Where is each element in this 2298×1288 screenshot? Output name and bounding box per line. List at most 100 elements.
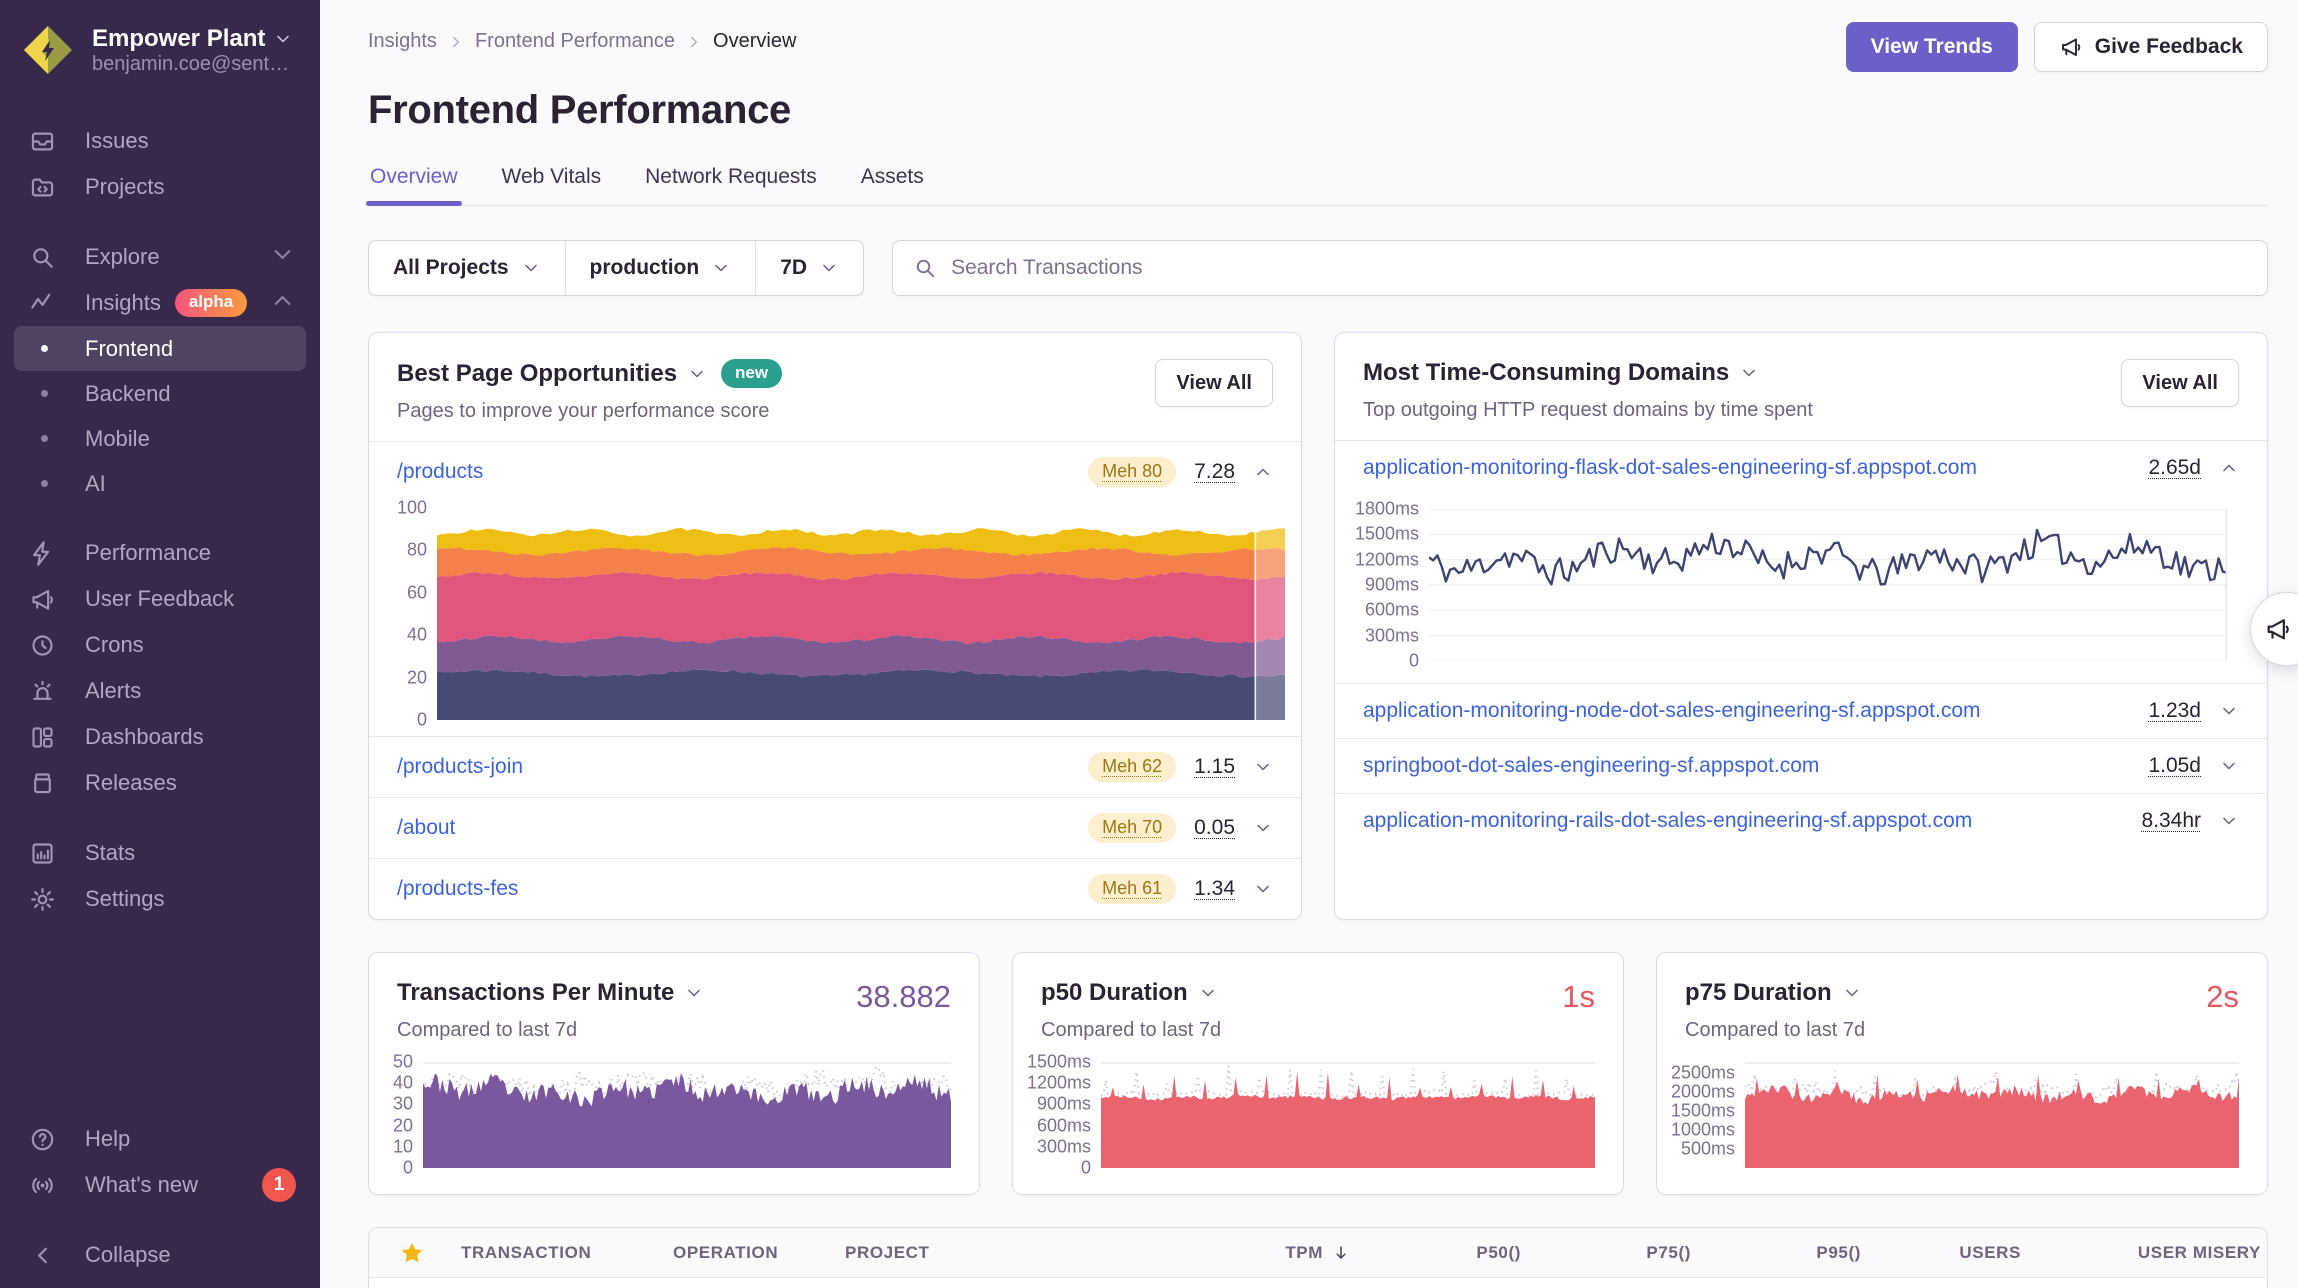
time-spent-value[interactable]: 2.65d — [2148, 456, 2201, 479]
domain-row: springboot-dot-sales-engineering-sf.apps… — [1335, 738, 2267, 793]
tab-assets[interactable]: Assets — [860, 165, 924, 188]
domain-link[interactable]: application-monitoring-flask-dot-sales-e… — [1363, 456, 1977, 479]
sidebar-item-crons[interactable]: Crons — [0, 622, 320, 668]
sidebar-item-frontend[interactable]: Frontend — [14, 326, 306, 371]
p75-value: 2s — [2206, 979, 2239, 1014]
sidebar-item-settings[interactable]: Settings — [0, 876, 320, 922]
collapse-row-button[interactable] — [1253, 462, 1273, 482]
sidebar-item-releases[interactable]: Releases — [0, 760, 320, 806]
page-row: /products Meh 80 7.28 — [369, 441, 1301, 502]
sidebar-item-issues[interactable]: Issues — [0, 118, 320, 164]
date-range-filter[interactable]: 7D — [756, 241, 863, 295]
p50-value: 1s — [1562, 979, 1595, 1014]
column-header-project[interactable]: PROJECT — [845, 1242, 930, 1262]
time-spent-value[interactable]: 8.34hr — [2141, 809, 2201, 832]
domain-link[interactable]: springboot-dot-sales-engineering-sf.apps… — [1363, 754, 1820, 777]
project-filter[interactable]: All Projects — [369, 241, 566, 295]
main-content: Insights Frontend Performance Overview V… — [320, 0, 2298, 1288]
expand-row-button[interactable] — [1253, 879, 1273, 899]
chevron-down-icon[interactable] — [1198, 983, 1218, 1003]
domain-link[interactable]: application-monitoring-node-dot-sales-en… — [1363, 699, 1981, 722]
chevron-down-icon[interactable] — [684, 983, 704, 1003]
view-all-button[interactable]: View All — [2121, 359, 2239, 407]
sidebar-item-mobile[interactable]: Mobile — [14, 416, 306, 461]
column-header-transaction[interactable]: TRANSACTION — [461, 1242, 592, 1262]
time-consuming-domains-card: Most Time-Consuming Domains Top outgoing… — [1334, 332, 2268, 920]
sidebar-item-insights[interactable]: Insights alpha — [0, 280, 320, 326]
score-badge[interactable]: Meh 61 — [1088, 874, 1177, 904]
chevron-up-icon — [269, 287, 296, 320]
card-title: p50 Duration — [1041, 979, 1188, 1006]
megaphone-icon — [27, 584, 57, 614]
opportunity-value[interactable]: 1.34 — [1194, 877, 1235, 900]
sidebar-item-projects[interactable]: Projects — [0, 164, 320, 210]
sidebar-item-alerts[interactable]: Alerts — [0, 668, 320, 714]
score-badge[interactable]: Meh 70 — [1088, 813, 1177, 843]
opportunity-value[interactable]: 0.05 — [1194, 816, 1235, 839]
expand-row-button[interactable] — [1253, 757, 1273, 777]
column-header-tpm[interactable]: TPM — [1187, 1243, 1357, 1263]
domain-row: application-monitoring-flask-dot-sales-e… — [1335, 440, 2267, 495]
chevron-down-icon[interactable] — [1739, 363, 1759, 383]
breadcrumb-overview[interactable]: Overview — [713, 30, 797, 52]
column-header-operation[interactable]: OPERATION — [673, 1242, 779, 1262]
card-subtitle: Pages to improve your performance score — [397, 400, 770, 422]
score-badge[interactable]: Meh 62 — [1088, 752, 1177, 782]
card-subtitle: Compared to last 7d — [1685, 1019, 1866, 1041]
sidebar-item-backend[interactable]: Backend — [14, 371, 306, 416]
sidebar-item-explore[interactable]: Explore — [0, 234, 320, 280]
score-badge[interactable]: Meh 80 — [1088, 457, 1177, 487]
time-spent-value[interactable]: 1.05d — [2148, 754, 2201, 777]
give-feedback-button[interactable]: Give Feedback — [2033, 22, 2268, 72]
star-icon[interactable] — [399, 1240, 425, 1266]
column-header-p50[interactable]: P50() — [1476, 1242, 1521, 1262]
collapse-row-button[interactable] — [2219, 458, 2239, 478]
column-header-users[interactable]: USERS — [1959, 1242, 2021, 1262]
breadcrumb: Insights Frontend Performance Overview — [368, 22, 796, 53]
org-switcher[interactable]: Empower Plant benjamin.coe@sent… — [0, 16, 320, 88]
column-header-p75[interactable]: P75() — [1646, 1242, 1691, 1262]
dashboards-icon — [27, 722, 57, 752]
domain-link[interactable]: application-monitoring-rails-dot-sales-e… — [1363, 809, 1973, 832]
page-link[interactable]: /about — [397, 816, 456, 839]
card-title: Most Time-Consuming Domains — [1363, 359, 1730, 386]
page-filter-bar: All Projects production 7D — [368, 240, 865, 296]
environment-filter[interactable]: production — [566, 241, 757, 295]
sidebar-item-performance[interactable]: Performance — [0, 530, 320, 576]
expand-row-button[interactable] — [2219, 811, 2239, 831]
expand-row-button[interactable] — [2219, 756, 2239, 776]
opportunity-value[interactable]: 1.15 — [1194, 755, 1235, 778]
page-link[interactable]: /products — [397, 460, 484, 483]
time-spent-value[interactable]: 1.23d — [2148, 699, 2201, 722]
sidebar-item-user-feedback[interactable]: User Feedback — [0, 576, 320, 622]
sidebar-item-whats-new[interactable]: What's new 1 — [0, 1162, 320, 1208]
view-all-button[interactable]: View All — [1155, 359, 1273, 407]
sidebar-item-help[interactable]: Help — [0, 1116, 320, 1162]
expand-row-button[interactable] — [2219, 701, 2239, 721]
breadcrumb-insights[interactable]: Insights — [368, 30, 437, 52]
column-header-p95[interactable]: P95() — [1816, 1242, 1861, 1262]
tab-web-vitals[interactable]: Web Vitals — [501, 165, 602, 188]
page-link[interactable]: /products-fes — [397, 877, 519, 900]
sidebar-collapse-button[interactable]: Collapse — [0, 1232, 320, 1278]
tab-network-requests[interactable]: Network Requests — [645, 165, 817, 188]
sidebar: Empower Plant benjamin.coe@sent… Issues … — [0, 0, 320, 1288]
sidebar-item-ai[interactable]: AI — [14, 461, 306, 506]
sidebar-item-dashboards[interactable]: Dashboards — [0, 714, 320, 760]
breadcrumb-frontend-performance[interactable]: Frontend Performance — [474, 30, 676, 52]
page-link[interactable]: /products-join — [397, 755, 524, 778]
chevron-down-icon[interactable] — [687, 364, 707, 384]
chevron-down-icon — [273, 29, 293, 49]
page-row: /products-join Meh 62 1.15 — [369, 736, 1301, 797]
sidebar-item-stats[interactable]: Stats — [0, 830, 320, 876]
area-chart — [423, 1062, 951, 1168]
page-score-stacked-chart: 100 80 60 40 20 0 — [385, 498, 1285, 730]
view-trends-button[interactable]: View Trends — [1845, 22, 2018, 72]
card-title: Best Page Opportunities — [397, 359, 678, 387]
opportunity-value[interactable]: 7.28 — [1194, 460, 1235, 483]
column-header-user-misery[interactable]: USER MISERY — [2137, 1242, 2261, 1262]
expand-row-button[interactable] — [1253, 818, 1273, 838]
chevron-down-icon[interactable] — [1842, 983, 1862, 1003]
search-input[interactable] — [951, 256, 2247, 280]
tab-overview[interactable]: Overview — [366, 165, 462, 206]
